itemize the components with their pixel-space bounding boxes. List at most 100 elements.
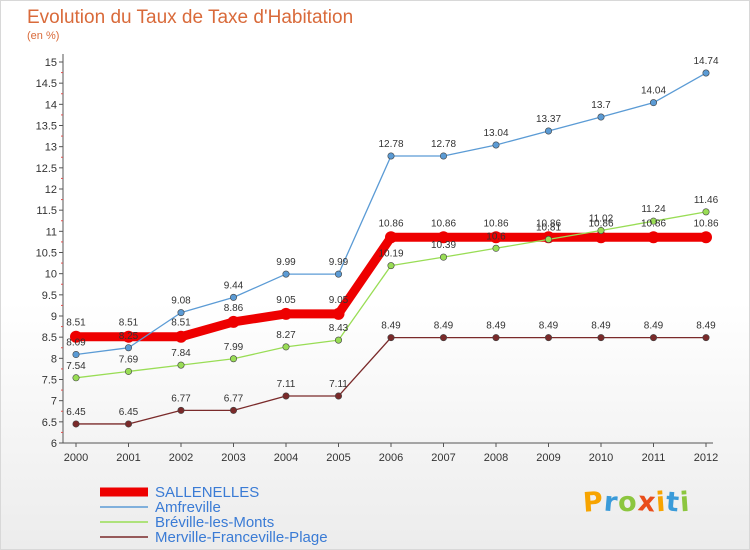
data-label: 7.69 — [119, 354, 139, 365]
data-label: 8.51 — [66, 318, 86, 329]
data-point — [649, 217, 657, 225]
x-tick-label: 2000 — [64, 452, 88, 464]
data-label: 7.84 — [171, 348, 191, 359]
x-tick-label: 2001 — [116, 452, 140, 464]
data-point — [332, 307, 345, 320]
data-label: 10.86 — [536, 218, 561, 229]
data-point — [175, 330, 187, 343]
data-label: 8.86 — [224, 303, 244, 314]
data-label: 6.77 — [171, 393, 191, 404]
data-label: 8.09 — [66, 338, 86, 349]
data-point — [177, 406, 185, 414]
data-point — [230, 406, 238, 414]
data-point — [334, 336, 342, 344]
y-tick-label: 6.5 — [42, 417, 57, 429]
data-point — [439, 253, 447, 261]
data-point — [227, 315, 240, 328]
data-point — [492, 141, 500, 149]
data-point — [649, 334, 657, 342]
data-label: 8.49 — [486, 321, 506, 332]
data-label: 10.86 — [693, 218, 718, 229]
data-label: 14.04 — [641, 86, 666, 97]
x-tick-label: 2005 — [326, 452, 350, 464]
legend-label-1: Amfreville — [155, 499, 221, 516]
data-point — [72, 374, 80, 382]
data-point — [122, 330, 135, 343]
data-label: 10.86 — [431, 218, 456, 229]
chart-title: Evolution du Taux de Taxe d'Habitation — [27, 7, 354, 28]
data-point — [282, 270, 290, 278]
x-tick-label: 2007 — [431, 452, 455, 464]
data-label: 9.99 — [276, 257, 296, 268]
data-point — [177, 309, 185, 317]
x-tick-label: 2003 — [221, 452, 245, 464]
data-point — [125, 420, 133, 428]
data-label: 7.11 — [329, 379, 348, 390]
y-tick-label: 8.5 — [42, 332, 57, 344]
data-point — [544, 334, 552, 342]
data-label: 7.11 — [277, 379, 296, 390]
data-point — [597, 226, 605, 234]
x-tick-label: 2004 — [274, 452, 298, 464]
data-label: 9.44 — [224, 280, 244, 291]
x-tick-label: 2011 — [642, 452, 666, 464]
y-tick-label: 15 — [45, 57, 57, 69]
data-label: 8.49 — [591, 321, 611, 332]
y-tick-label: 12.5 — [36, 163, 57, 175]
data-point — [125, 344, 133, 352]
y-tick-label: 6 — [51, 438, 57, 450]
data-label: 8.27 — [276, 330, 296, 341]
x-tick-label: 2009 — [536, 452, 560, 464]
data-point — [230, 355, 238, 363]
data-point — [439, 334, 447, 342]
data-label: 8.51 — [171, 318, 191, 329]
data-label: 10.86 — [588, 218, 613, 229]
data-label: 10.86 — [483, 218, 508, 229]
data-label: 8.49 — [434, 321, 454, 332]
y-tick-label: 13.5 — [36, 121, 57, 133]
y-tick-label: 10.5 — [36, 248, 57, 260]
x-tick-label: 2002 — [169, 452, 193, 464]
data-point — [230, 293, 238, 301]
legend: SALLENELLESAmfrevilleBréville-les-MontsM… — [100, 484, 328, 546]
data-label: 11.02 — [589, 213, 614, 224]
y-tick-label: 11.5 — [36, 205, 57, 217]
y-tick-label: 11 — [46, 226, 57, 238]
data-point — [700, 231, 712, 244]
chart-axes: 6 6.5 7 7.5 8 8.5 9 9.5 10 10.5 11 11.5 12 12.5 13 13.5… — [36, 54, 718, 464]
data-label: 13.04 — [483, 128, 508, 139]
data-label: 9.99 — [329, 257, 349, 268]
data-label: 6.77 — [224, 393, 244, 404]
data-label: 7.54 — [66, 361, 86, 372]
data-point — [649, 99, 657, 107]
data-point — [702, 69, 710, 77]
y-tick-label: 14.5 — [36, 78, 57, 90]
data-point — [387, 262, 395, 270]
data-label: 10.39 — [431, 240, 456, 251]
data-label: 13.37 — [536, 114, 561, 125]
legend-label-2: Bréville-les-Monts — [155, 514, 274, 531]
data-point — [439, 152, 447, 160]
logo-letter: P — [581, 486, 605, 519]
y-tick-label: 7.5 — [42, 375, 57, 387]
data-label: 9.05 — [276, 295, 296, 306]
data-label: 11.24 — [641, 204, 666, 215]
y-tick-label: 12 — [45, 184, 57, 196]
data-label: 8.25 — [119, 331, 139, 342]
data-point — [437, 231, 450, 244]
data-label: 10.6 — [486, 231, 506, 242]
data-point — [125, 367, 133, 375]
data-point — [72, 351, 80, 359]
logo-letter: o — [617, 486, 639, 519]
data-label: 10.86 — [641, 218, 666, 229]
data-label: 6.45 — [66, 407, 86, 418]
legend-label-0: SALLENELLES — [155, 484, 259, 501]
data-point — [492, 244, 500, 252]
data-point — [595, 231, 607, 244]
data-point — [387, 334, 395, 342]
y-tick-label: 13 — [45, 142, 57, 154]
y-tick-label: 7 — [51, 396, 57, 408]
